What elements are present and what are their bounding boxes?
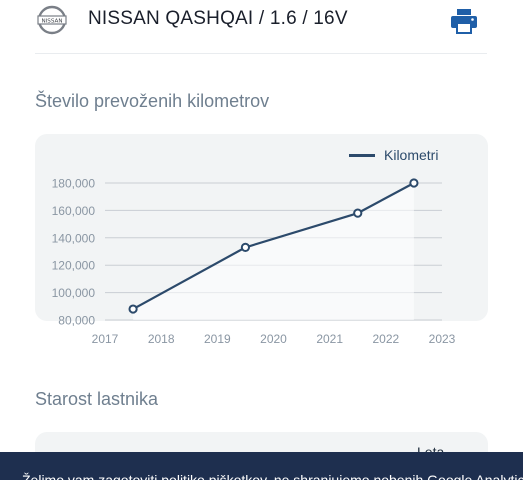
cookie-banner: Želimo vam zagotoviti politiko piškotkov… <box>0 452 523 480</box>
page-title: NISSAN QASHQAI / 1.6 / 16V <box>88 8 348 29</box>
svg-text:NISSAN: NISSAN <box>41 18 62 24</box>
y-tick-label: 180,000 <box>52 177 96 191</box>
nissan-logo: NISSAN <box>37 5 67 35</box>
y-tick-label: 100,000 <box>52 286 96 300</box>
y-tick-label: 80,000 <box>58 314 95 328</box>
owner-age-section-title: Starost lastnika <box>35 389 159 409</box>
data-point[interactable] <box>353 208 363 218</box>
x-tick-label: 2019 <box>204 332 231 346</box>
cookie-banner-text: Želimo vam zagotoviti politiko piškotkov… <box>22 472 523 480</box>
y-tick-label: 140,000 <box>52 231 96 245</box>
legend-label: Kilometri <box>384 147 439 163</box>
y-tick-label: 160,000 <box>52 204 96 218</box>
series-line <box>132 182 415 311</box>
data-point[interactable] <box>409 178 419 188</box>
mileage-section-title: Število prevoženih kilometrov <box>35 91 270 111</box>
x-tick-label: 2018 <box>148 332 175 346</box>
x-tick-label: 2023 <box>429 332 456 346</box>
x-tick-label: 2021 <box>316 332 343 346</box>
header: NISSAN NISSAN QASHQAI / 1.6 / 16V <box>0 0 523 54</box>
legend-swatch <box>349 153 375 157</box>
y-tick-label: 120,000 <box>52 259 96 273</box>
data-point[interactable] <box>240 242 251 252</box>
x-tick-label: 2020 <box>260 332 287 346</box>
mileage-chart: 80,000 100,000 120,000 140,000 160,000 180,00… <box>52 177 456 347</box>
series-area <box>133 183 414 320</box>
x-tick-label: 2017 <box>92 332 119 346</box>
header-divider <box>35 53 487 54</box>
x-tick-label: 2022 <box>372 332 399 346</box>
data-point[interactable] <box>128 304 138 314</box>
chart-legend: Kilometri <box>349 146 438 164</box>
printer-icon[interactable] <box>449 6 479 36</box>
